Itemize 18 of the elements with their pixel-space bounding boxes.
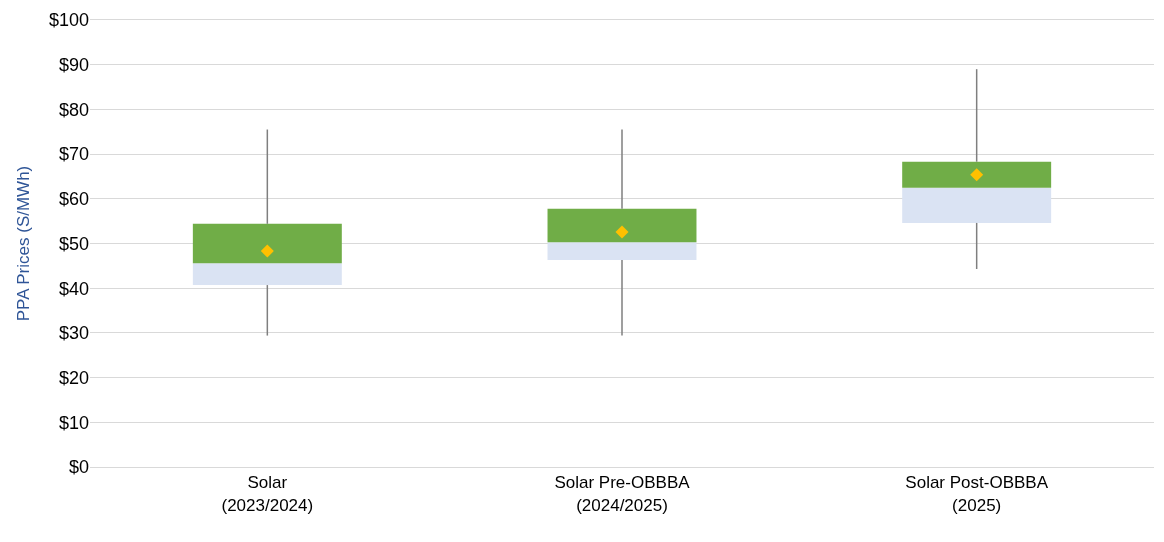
point (615, 225, 629, 239)
y-tick-label: $20 (58, 367, 89, 388)
y-tick-label: $70 (58, 144, 89, 165)
y-tick-label: $50 (58, 233, 89, 254)
y-tick-label: $0 (68, 457, 89, 478)
point (970, 168, 984, 182)
y-tick-label: $90 (58, 55, 89, 75)
x-tick-label: Solar Post-OBBBA (2025) (905, 473, 1049, 515)
y-tick-label: $10 (58, 412, 89, 433)
y-tick-label: $80 (58, 99, 89, 120)
y-tick-label: $40 (58, 278, 89, 299)
point (260, 244, 274, 258)
x-tick-label: Solar Pre-OBBBA (2024/2025) (554, 473, 691, 515)
y-axis-title: PPA Prices (S/MWh) (13, 165, 33, 322)
x-tick-label: Solar (2023/2024) (221, 473, 314, 515)
y-tick-label: $60 (58, 189, 89, 210)
y-tick-label: $30 (58, 323, 89, 344)
y-tick-label: $100 (48, 10, 89, 31)
